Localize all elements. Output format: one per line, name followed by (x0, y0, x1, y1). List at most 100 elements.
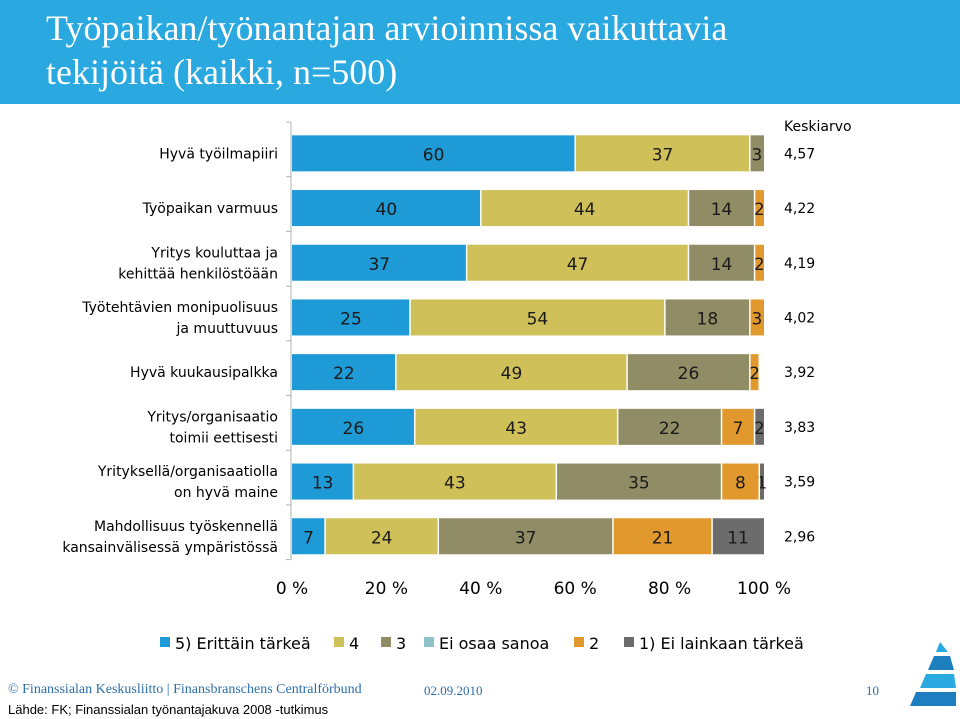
bar-segment (688, 244, 755, 281)
source-note: Lähde: FK; Finanssialan työnantajakuva 2… (8, 702, 329, 717)
bar-segment (410, 299, 665, 336)
bar-segment (749, 299, 764, 336)
category-label: Työtehtävien monipuolisuus (81, 300, 278, 316)
category-label: Yritys/organisaatio (146, 409, 278, 425)
bar-segment (754, 190, 764, 227)
legend-label: 5) Erittäin tärkeä (175, 634, 311, 653)
bar-segment (749, 135, 764, 172)
bar-segment (325, 518, 439, 555)
bar-segment (466, 244, 689, 281)
bar-segment (292, 518, 326, 555)
legend-swatch (424, 637, 434, 647)
legend-label: 1) Ei lainkaan tärkeä (639, 634, 804, 653)
data-label: 49 (501, 364, 523, 384)
data-label: 22 (333, 364, 355, 384)
bar-segment (617, 408, 722, 445)
data-label: 60 (423, 145, 445, 165)
data-label: 2 (749, 364, 760, 384)
bar-segment (749, 354, 760, 391)
data-label: 3 (752, 145, 763, 165)
x-tick-label: 0 % (276, 579, 308, 599)
data-label: 43 (505, 419, 527, 439)
mean-value: 4,19 (784, 256, 815, 272)
data-label: 37 (515, 528, 537, 548)
data-label: 35 (628, 474, 650, 494)
category-label: ja muuttuvuus (176, 321, 278, 337)
data-label: 37 (368, 255, 390, 275)
legend-swatch (334, 637, 344, 647)
bar-segment (292, 190, 481, 227)
data-label: 54 (527, 309, 549, 329)
data-label: 2 (754, 255, 765, 275)
mean-value: 2,96 (784, 529, 815, 545)
bar-segment (664, 299, 750, 336)
data-label: 14 (711, 200, 733, 220)
bar-segment (292, 354, 396, 391)
legend-swatch (160, 637, 170, 647)
data-label: 44 (574, 200, 596, 220)
bar-segment (480, 190, 689, 227)
x-tick-label: 60 % (554, 579, 597, 599)
category-label: Yrityksellä/organisaatiolla (97, 464, 278, 480)
bar-segment (712, 518, 764, 555)
title-band: Työpaikan/työnantajan arvioinnissa vaiku… (0, 0, 960, 104)
bar-segment (353, 463, 557, 500)
bar-segment (627, 354, 750, 391)
fk-logo-icon (910, 642, 956, 706)
mean-value: 4,57 (784, 146, 815, 162)
category-label: Hyvä työilmapiiri (159, 146, 278, 162)
data-label: 2 (754, 200, 765, 220)
category-label: kansainvälisessä ympäristössä (62, 540, 278, 556)
x-tick-label: 40 % (459, 579, 502, 599)
data-label: 7 (303, 528, 314, 548)
bar-segment (395, 354, 628, 391)
bar-segment (688, 190, 755, 227)
bar-segment (414, 408, 618, 445)
legend-swatch (381, 637, 391, 647)
data-label: 8 (735, 474, 746, 494)
bar-segment (754, 244, 764, 281)
data-label: 21 (652, 528, 674, 548)
bar-segment (292, 299, 410, 336)
data-label: 25 (340, 309, 362, 329)
slide-title-line-2: tekijöitä (kaikki, n=500) (46, 52, 398, 92)
legend-label: 3 (396, 634, 406, 653)
data-label: 24 (371, 528, 393, 548)
category-label: kehittää henkilöstöään (118, 266, 278, 282)
bar-segment (721, 463, 760, 500)
legend-label: Ei osaa sanoa (439, 634, 549, 653)
x-tick-label: 20 % (365, 579, 408, 599)
bar-segment (438, 518, 613, 555)
bar-segment (575, 135, 750, 172)
x-tick-label: 100 % (737, 579, 791, 599)
data-label: 3 (752, 309, 763, 329)
bar-segment (759, 463, 764, 500)
bar-segment (292, 408, 415, 445)
data-label: 18 (697, 309, 719, 329)
category-label: Hyvä kuukausipalkka (130, 365, 278, 381)
x-tick-label: 80 % (648, 579, 691, 599)
data-label: 37 (652, 145, 674, 165)
data-label: 2 (754, 419, 765, 439)
mean-value: 3,92 (784, 365, 815, 381)
bar-segment (292, 135, 576, 172)
category-label: toimii eettisesti (170, 430, 279, 446)
data-label: 22 (659, 419, 681, 439)
mean-value: 4,22 (784, 201, 815, 217)
category-label: Yritys kouluttaa ja (150, 245, 278, 261)
bar-segment (292, 463, 354, 500)
category-label: on hyvä maine (174, 485, 278, 501)
bar-segment (556, 463, 722, 500)
data-label: 11 (727, 528, 749, 548)
legend-swatch (574, 637, 584, 647)
legend-label: 4 (349, 634, 359, 653)
category-label: Työpaikan varmuus (142, 201, 278, 217)
data-label: 26 (343, 419, 365, 439)
data-label: 47 (567, 255, 589, 275)
bar-segment (754, 408, 764, 445)
bar-segment (292, 244, 467, 281)
data-label: 40 (376, 200, 398, 220)
data-label: 14 (711, 255, 733, 275)
slide-title-line-1: Työpaikan/työnantajan arvioinnissa vaiku… (46, 8, 728, 48)
